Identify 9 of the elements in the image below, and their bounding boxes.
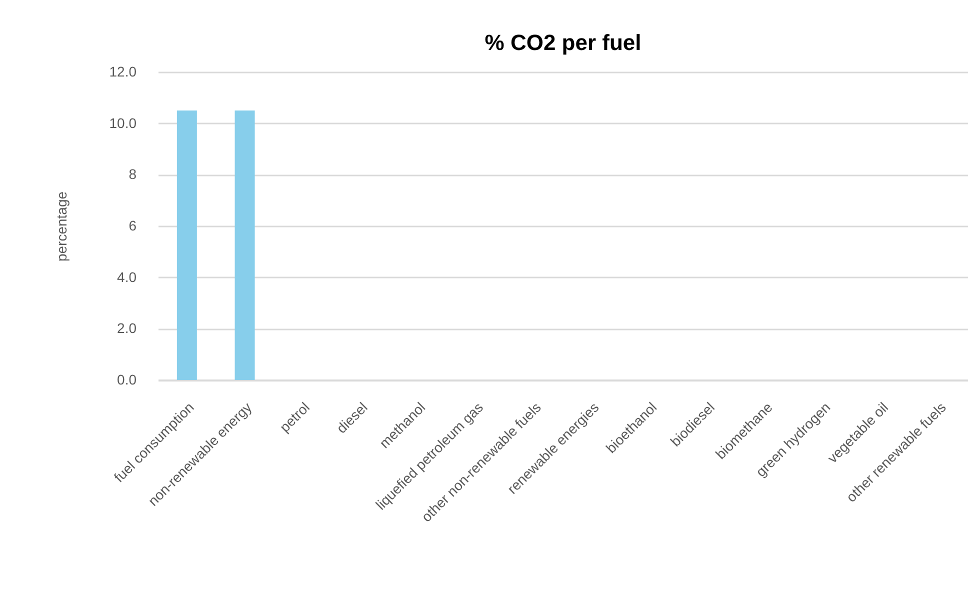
y-tick-label: 12.0	[109, 64, 137, 80]
y-tick-label: 0.0	[117, 372, 137, 388]
chart-title: % CO2 per fuel	[484, 30, 642, 55]
y-tick-label: 8	[128, 166, 137, 182]
y-tick-label: 4.0	[117, 268, 137, 285]
y-axis-title: percentage	[53, 191, 70, 262]
y-tick-label: 6	[128, 218, 137, 234]
y-tick-label: 10.0	[109, 114, 137, 131]
y-tick-label: 2.0	[117, 320, 137, 336]
